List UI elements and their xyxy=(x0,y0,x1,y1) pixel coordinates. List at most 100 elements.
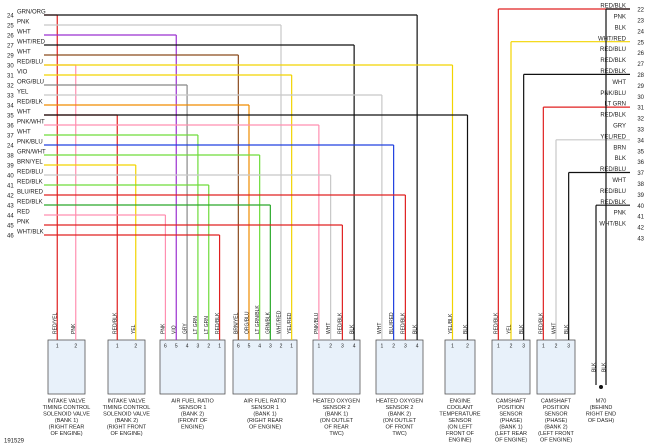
wire-color-label: RED/BLK xyxy=(338,312,344,334)
wire-color-label: RED/BLK xyxy=(494,312,500,334)
pin-number: 1 xyxy=(380,343,383,349)
component-label: ENGINE xyxy=(449,398,470,404)
component-label: (RIGHT FRONT xyxy=(107,424,147,430)
component-label: INTAKE VALVE xyxy=(48,398,86,404)
component-label: M70 xyxy=(596,398,607,404)
left-wire-label: RED xyxy=(17,210,30,216)
pin-number: 3 xyxy=(522,343,525,349)
right-pin: 31 xyxy=(637,106,644,112)
right-wire-label: RED/BLK xyxy=(600,69,626,75)
wire-color-label: GRY xyxy=(182,323,188,334)
left-pin: 34 xyxy=(7,104,14,110)
component-label: (BANK 2) xyxy=(181,411,204,417)
wire-color-label: YEL xyxy=(131,324,137,334)
component-label: OF ENGINE) xyxy=(249,424,281,430)
left-pin: 36 xyxy=(7,124,14,130)
right-pin: 26 xyxy=(637,51,644,57)
component-label: OF ENGINE) xyxy=(50,431,82,437)
pin-number: 1 xyxy=(290,343,293,349)
wire-color-label: YEL xyxy=(506,324,512,334)
wire-color-label: LT GRN xyxy=(193,316,199,334)
right-pin: 25 xyxy=(637,40,644,46)
pin-number: 3 xyxy=(404,343,407,349)
component-label: COOLANT xyxy=(447,405,474,411)
pin-number: 1 xyxy=(317,343,320,349)
left-pin: 31 xyxy=(7,74,14,80)
pin-number: 1 xyxy=(451,343,454,349)
right-pin: 27 xyxy=(637,62,644,68)
pin-number: 2 xyxy=(510,343,513,349)
left-pin: 40 xyxy=(7,174,14,180)
component-label: AIR FUEL RATIO xyxy=(244,398,287,404)
left-wire-label: WHT xyxy=(17,110,31,116)
wire-color-label: ORG/BLU xyxy=(244,311,250,334)
right-wire-label: YEL/RED xyxy=(600,134,626,140)
component-label: (PHASE) xyxy=(545,418,567,424)
component-label: SENSOR 2 xyxy=(386,405,414,411)
right-pin: 43 xyxy=(637,236,644,242)
wire-color-label: PNK/BLU xyxy=(314,312,320,334)
right-pin: 23 xyxy=(637,18,644,24)
right-pin: 30 xyxy=(637,95,644,101)
component-body xyxy=(444,339,476,395)
wire-color-label: RED/BLK xyxy=(113,312,119,334)
pin-number: 2 xyxy=(280,343,283,349)
right-pin: 40 xyxy=(637,204,644,210)
component-label: AIR FUEL RATIO xyxy=(171,398,214,404)
component-label: (BANK 1) xyxy=(325,411,348,417)
pin-number: 2 xyxy=(74,343,77,349)
component-label: (BANK 2) xyxy=(388,411,411,417)
component-label: (RIGHT REAR xyxy=(247,418,283,424)
right-wire-label: RED/BLK xyxy=(600,4,626,10)
left-wire-label: PNK/BLU xyxy=(17,140,43,146)
right-wire-label: RED/BLU xyxy=(600,167,626,173)
component-label: (BANK 1) xyxy=(253,411,276,417)
left-wire-label: RED/BLU xyxy=(17,60,43,66)
component-body xyxy=(312,339,361,395)
wire-color-label: RED/BLK xyxy=(401,312,407,334)
left-wire-label: RED/BLK xyxy=(17,200,43,206)
wire-color-label: WHT/RED xyxy=(276,310,282,334)
component-label: POSITION xyxy=(543,405,569,411)
component-label: OF ENGINE) xyxy=(495,437,527,443)
right-pin: 28 xyxy=(637,73,644,79)
component-label: INTAKE VALVE xyxy=(108,398,146,404)
component-label: SENSOR xyxy=(544,411,567,417)
figure-id: 191529 xyxy=(4,439,25,445)
left-pin: 38 xyxy=(7,154,14,160)
component-label: OF ENGINE) xyxy=(110,431,142,437)
right-wire-label: WHT xyxy=(612,178,626,184)
wire-color-label: BLU/RED xyxy=(389,312,395,334)
right-wire-label: LT GRN xyxy=(605,102,626,108)
component-label: FRONT OF xyxy=(446,431,475,437)
wire-color-label: YEL/RED xyxy=(287,312,293,334)
component-body xyxy=(159,339,226,395)
component-label: (BEHIND xyxy=(590,405,613,411)
wire-color-label: RED/YEL xyxy=(53,312,59,334)
pin-number: 2 xyxy=(392,343,395,349)
right-wire-label: RED/BLU xyxy=(600,189,626,195)
left-wire-label: ORG/BLU xyxy=(17,80,44,86)
wire-color-label: PNK xyxy=(71,323,77,334)
right-pin: 39 xyxy=(637,193,644,199)
right-pin: 34 xyxy=(637,138,644,144)
left-pin: 29 xyxy=(7,54,14,60)
pin-number: 1 xyxy=(542,343,545,349)
pin-number: 3 xyxy=(341,343,344,349)
component-body xyxy=(375,339,424,395)
wire-color-label: LT GRN/BLK xyxy=(255,305,261,334)
component-label: (BANK 1) xyxy=(55,418,78,424)
wire-color-label: RED/BLK xyxy=(539,312,545,334)
left-pin: 45 xyxy=(7,224,14,230)
left-wire-label: RED/BLU xyxy=(17,170,43,176)
left-wire-label: PNK xyxy=(17,20,29,26)
pin-number: 6 xyxy=(237,343,240,349)
left-wire-label: BRN/YEL xyxy=(17,160,43,166)
component-label: SOLENOID VALVE xyxy=(43,411,90,417)
right-wire-label: BRN xyxy=(613,145,626,151)
pin-number: 3 xyxy=(197,343,200,349)
labels: 2425262729303132333435363724383940414243… xyxy=(7,4,645,444)
component-body xyxy=(491,339,531,395)
right-pin: 42 xyxy=(637,226,644,232)
pin-number: 2 xyxy=(329,343,332,349)
